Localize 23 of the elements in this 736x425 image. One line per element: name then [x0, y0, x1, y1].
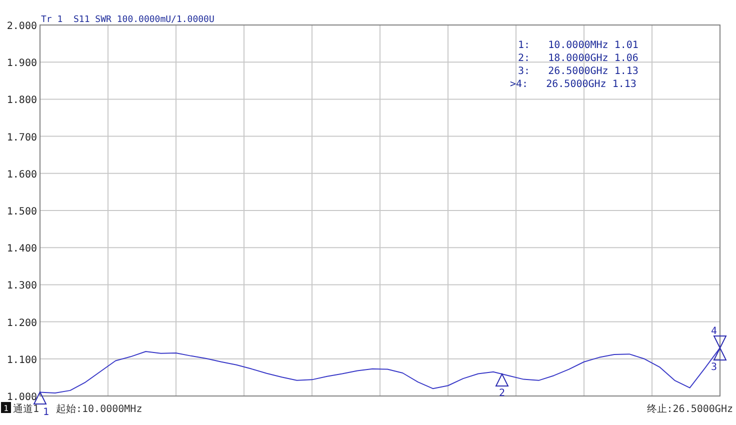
annotation: 1: 10.0000MHz 1.01: [518, 40, 638, 51]
y-tick-label: 1.400: [6, 244, 37, 255]
annotation: 3: 26.5000GHz 1.13: [518, 66, 638, 77]
y-tick-label: 1.200: [6, 318, 37, 329]
text: 起始:10.0000MHz: [56, 403, 142, 415]
annotation: 3: [710, 362, 718, 373]
y-tick-label: 1.300: [6, 280, 37, 292]
y-tick-label: 1.800: [6, 95, 37, 106]
y-tick-label: 1.700: [6, 132, 37, 144]
text: 通道1: [13, 403, 40, 415]
text: 1: [43, 407, 50, 418]
annotation: 2: 18.0000GHz 1.06: [518, 53, 638, 64]
y-tick-label: 1.000: [6, 392, 37, 403]
annotation: >4: 26.5000GHz 1.13: [510, 79, 636, 90]
y-tick-label: 1.100: [6, 354, 37, 366]
y-tick-label: 2.000: [6, 21, 37, 32]
text: 1: [4, 404, 9, 413]
y-tick-label: 1.900: [6, 58, 37, 70]
chart-title: Tr 1 S11 SWR 100.0000mU/1.0000U: [41, 15, 214, 25]
y-tick-label: 1.600: [6, 169, 37, 180]
y-tick-label: 1.500: [6, 206, 37, 218]
text: 终止:26.5000GHz: [646, 403, 733, 415]
annotation: 4: [710, 326, 718, 337]
